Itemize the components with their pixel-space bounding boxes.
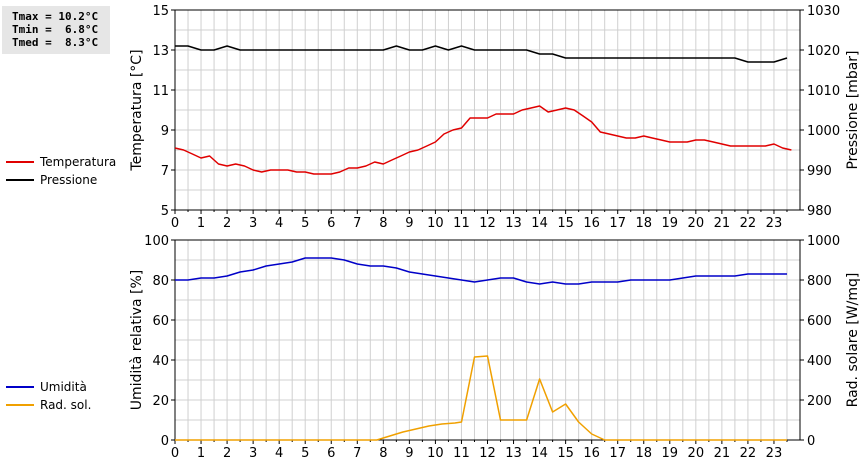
panel2-ylabel-right: Rad. solare [W/mq] — [845, 273, 860, 408]
panel2-yright-tick-label: 1000 — [807, 234, 840, 249]
panel2-x-tick-label: 19 — [662, 446, 679, 460]
panel2-yleft-tick-label: 20 — [152, 394, 169, 409]
panel2-x-tick-label: 6 — [327, 446, 335, 460]
panel1-x-tick-label: 0 — [171, 216, 179, 231]
panel2-group: 0 1 2 3 4 5 6 7 8 9 10 11 12 13 14 15 16 17 18 19 20 21 22 2302… — [6, 234, 860, 460]
panel1-x-tick-label: 18 — [635, 216, 652, 231]
panel2-x-tick-label: 8 — [379, 446, 387, 460]
panel1-legend-label: Pressione — [40, 173, 97, 187]
panel2-yleft-tick-label: 40 — [152, 354, 169, 369]
panel2-x-tick-label: 21 — [714, 446, 731, 460]
panel2-x-tick-label: 15 — [557, 446, 574, 460]
panel1-x-tick-label: 22 — [740, 216, 757, 231]
panel2-series-rad-sol-line — [175, 355, 787, 441]
panel2-yleft-tick-label: 100 — [144, 234, 169, 249]
panel1-yleft-tick-label: 7 — [161, 164, 169, 179]
panel2-x-tick-label: 2 — [223, 446, 231, 460]
panel1-x-tick-label: 12 — [479, 216, 496, 231]
panel2-x-tick-label: 20 — [688, 446, 705, 460]
panel1-yright-tick-label: 1020 — [807, 44, 840, 59]
panel1-x-tick-label: 16 — [583, 216, 600, 231]
panel1-yleft-tick-label: 9 — [161, 124, 169, 139]
panel2-legend-label: Umidità — [40, 380, 87, 394]
panel2-x-tick-label: 1 — [197, 446, 205, 460]
panel1-ylabel-right: Pressione [mbar] — [845, 50, 860, 169]
panel2-x-tick-label: 7 — [353, 446, 361, 460]
panel2-x-tick-label: 12 — [479, 446, 496, 460]
panel2-x-tick-label: 18 — [635, 446, 652, 460]
tmin-stat: Tmin = 6.8°C — [12, 23, 99, 36]
panel2-x-tick-label: 4 — [275, 446, 283, 460]
panel2-series-umidit-line — [175, 257, 787, 285]
panel1-x-tick-label: 20 — [688, 216, 705, 231]
panel1-yleft-tick-label: 5 — [161, 204, 169, 219]
panel1-x-tick-label: 1 — [197, 216, 205, 231]
panel1-yleft-tick-label: 15 — [152, 4, 169, 19]
panel2-x-tick-label: 13 — [505, 446, 522, 460]
panel2-x-tick-label: 0 — [171, 446, 179, 460]
panel2-x-tick-label: 3 — [249, 446, 257, 460]
panel1-x-tick-label: 21 — [714, 216, 731, 231]
panel1-x-tick-label: 7 — [353, 216, 361, 231]
tmax-stat: Tmax = 10.2°C — [12, 10, 99, 23]
panel2-x-tick-label: 11 — [453, 446, 470, 460]
panel1-x-tick-label: 4 — [275, 216, 283, 231]
panel1-yright-tick-label: 990 — [807, 164, 832, 179]
panel1-yright-tick-label: 1000 — [807, 124, 840, 139]
panel1-yright-tick-label: 1030 — [807, 4, 840, 19]
panel1-x-tick-label: 11 — [453, 216, 470, 231]
panel2-yleft-tick-label: 80 — [152, 274, 169, 289]
tmed-stat: Tmed = 8.3°C — [12, 36, 99, 49]
panel1-x-tick-label: 6 — [327, 216, 335, 231]
panel1-x-tick-label: 10 — [427, 216, 444, 231]
panel1-x-tick-label: 19 — [662, 216, 679, 231]
panel2-x-tick-label: 17 — [609, 446, 626, 460]
panel1-x-tick-label: 5 — [301, 216, 309, 231]
panel1-series-pressione-line — [175, 45, 788, 63]
panel1-x-tick-label: 17 — [609, 216, 626, 231]
panel1-x-tick-label: 8 — [379, 216, 387, 231]
panel2-yleft-tick-label: 60 — [152, 314, 169, 329]
panel1-x-tick-label: 9 — [405, 216, 413, 231]
panel2-x-tick-label: 5 — [301, 446, 309, 460]
panel2-x-tick-label: 9 — [405, 446, 413, 460]
panel2-x-tick-label: 23 — [766, 446, 783, 460]
panel1-ylabel-left: Temperatura [°C] — [129, 49, 145, 171]
panel2-x-tick-label: 14 — [531, 446, 548, 460]
panel1-x-tick-label: 3 — [249, 216, 257, 231]
panel1-yleft-tick-label: 13 — [152, 44, 169, 59]
panel2-yleft-tick-label: 0 — [161, 434, 169, 449]
panel1-x-tick-label: 15 — [557, 216, 574, 231]
panel1-yleft-tick-label: 11 — [152, 84, 169, 99]
panel2-yright-tick-label: 600 — [807, 314, 832, 329]
panel2-yright-tick-label: 800 — [807, 274, 832, 289]
panel2-ylabel-left: Umidità relativa [%] — [129, 270, 145, 411]
stats-box: Tmax = 10.2°C Tmin = 6.8°C Tmed = 8.3°C — [2, 6, 110, 54]
panel1-yright-tick-label: 1010 — [807, 84, 840, 99]
panel1-legend-label: Temperatura — [39, 155, 116, 169]
panel2-yright-tick-label: 0 — [807, 434, 815, 449]
panel2-legend-label: Rad. sol. — [40, 398, 91, 412]
panel2-x-tick-label: 16 — [583, 446, 600, 460]
panel2-x-tick-label: 22 — [740, 446, 757, 460]
panel2-x-tick-label: 10 — [427, 446, 444, 460]
panel2-yright-tick-label: 400 — [807, 354, 832, 369]
panel1-x-tick-label: 14 — [531, 216, 548, 231]
panel1-yright-tick-label: 980 — [807, 204, 832, 219]
panel1-group: 0 1 2 3 4 5 6 7 8 9 10 11 12 13 14 15 16 17 18 19 20 21 22 2357… — [6, 4, 860, 231]
panel1-series-temperatura-line — [174, 105, 792, 175]
panel1-x-tick-label: 13 — [505, 216, 522, 231]
panel1-x-tick-label: 23 — [766, 216, 783, 231]
panel1-x-tick-label: 2 — [223, 216, 231, 231]
panel2-yright-tick-label: 200 — [807, 394, 832, 409]
